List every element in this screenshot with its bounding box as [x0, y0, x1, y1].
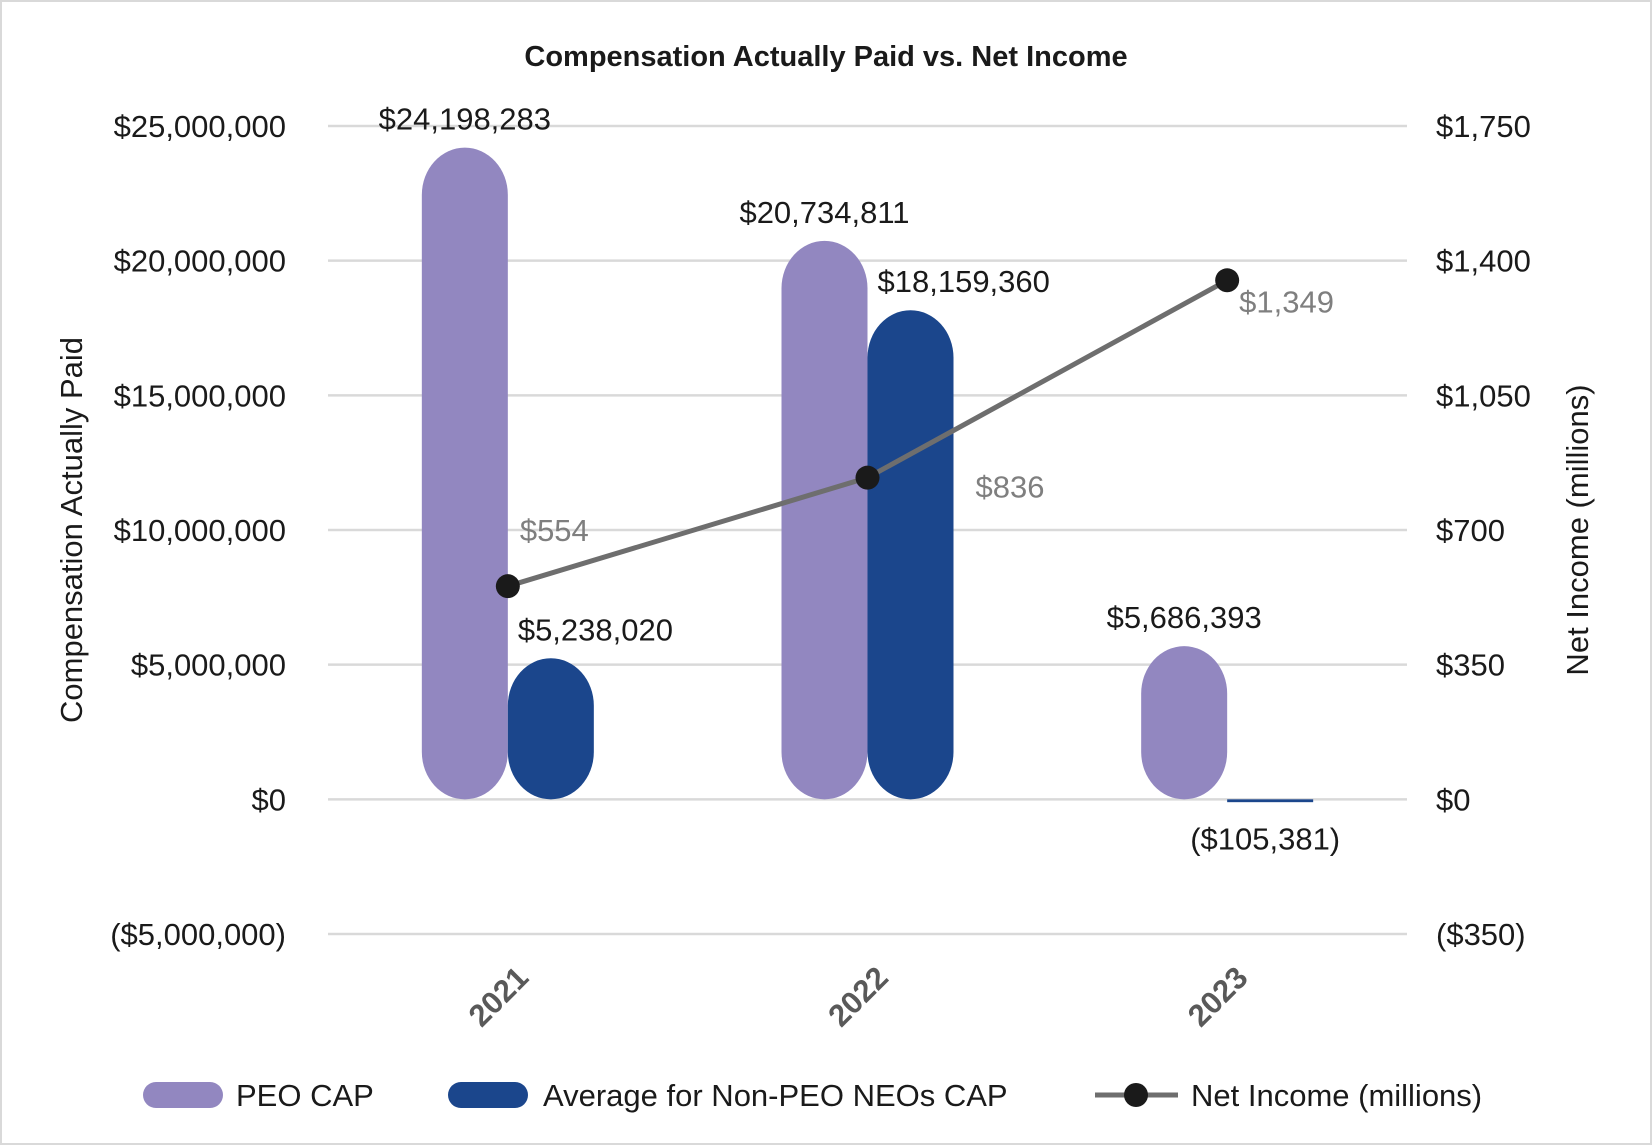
net-income-label: $836: [976, 470, 1045, 505]
left-tick-label: ($5,000,000): [110, 917, 286, 952]
net-income-label: $554: [520, 513, 589, 548]
category-label: 2021: [462, 960, 536, 1034]
right-tick-label: $350: [1436, 648, 1505, 683]
peo-cap-bar: [421, 147, 508, 800]
legend-swatch-non-peo-cap: [448, 1082, 528, 1108]
net-income-label: $1,349: [1239, 284, 1334, 319]
net-income-line: [495, 268, 1240, 599]
right-tick-label: $1,400: [1436, 244, 1531, 279]
legend-label-peo-cap: PEO CAP: [236, 1078, 374, 1113]
peo-cap-bar: [781, 240, 868, 800]
non-peo-cap-bar-label: $5,238,020: [518, 612, 673, 647]
data-labels: $24,198,283 $20,734,811 $5,686,393 $5,238,0…: [379, 102, 1341, 857]
bars: [421, 147, 1314, 803]
category-label: 2023: [1181, 960, 1255, 1034]
legend-swatch-peo-cap: [143, 1082, 223, 1108]
net-income-point: [855, 465, 880, 490]
right-axis-label: Net Income (millions): [1560, 384, 1595, 675]
legend-marker-net-income: [1124, 1083, 1148, 1107]
peo-cap-bar-label: $20,734,811: [739, 195, 909, 230]
peo-cap-bar-label: $24,198,283: [379, 102, 551, 137]
non-peo-cap-bar: [867, 310, 954, 800]
non-peo-cap-bar-label: ($105,381): [1190, 821, 1340, 856]
right-tick-label: $1,050: [1436, 378, 1531, 413]
peo-cap-bar: [1141, 646, 1228, 800]
right-tick-label: $700: [1436, 513, 1505, 548]
right-tick-label: ($350): [1436, 917, 1526, 952]
right-tick-label: $1,750: [1436, 109, 1531, 144]
left-axis-label: Compensation Actually Paid: [54, 337, 89, 723]
chart-title: Compensation Actually Paid vs. Net Incom…: [524, 41, 1127, 73]
non-peo-cap-bar: [507, 658, 594, 800]
non-peo-cap-bar-label: $18,159,360: [878, 264, 1050, 299]
left-axis-ticks: $25,000,000 $20,000,000 $15,000,000 $10,000…: [110, 109, 286, 952]
left-tick-label: $15,000,000: [114, 378, 286, 413]
peo-cap-bar-label: $5,686,393: [1107, 600, 1262, 635]
net-income-point: [495, 574, 520, 599]
legend: PEO CAP Average for Non-PEO NEOs CAP Net…: [143, 1078, 1482, 1113]
left-tick-label: $10,000,000: [114, 513, 286, 548]
left-tick-label: $0: [252, 782, 286, 817]
right-axis-ticks: $1,750 $1,400 $1,050 $700 $350 $0 ($350): [1436, 109, 1531, 952]
non-peo-cap-bar: [1227, 799, 1314, 803]
net-income-point: [1215, 268, 1240, 293]
left-tick-label: $25,000,000: [114, 109, 286, 144]
category-label: 2022: [821, 960, 895, 1034]
left-tick-label: $5,000,000: [131, 648, 286, 683]
legend-label-non-peo-cap: Average for Non-PEO NEOs CAP: [543, 1078, 1008, 1113]
legend-label-net-income: Net Income (millions): [1191, 1078, 1482, 1113]
category-axis: 2021 2022 2023: [462, 960, 1255, 1034]
left-tick-label: $20,000,000: [114, 244, 286, 279]
right-tick-label: $0: [1436, 782, 1470, 817]
